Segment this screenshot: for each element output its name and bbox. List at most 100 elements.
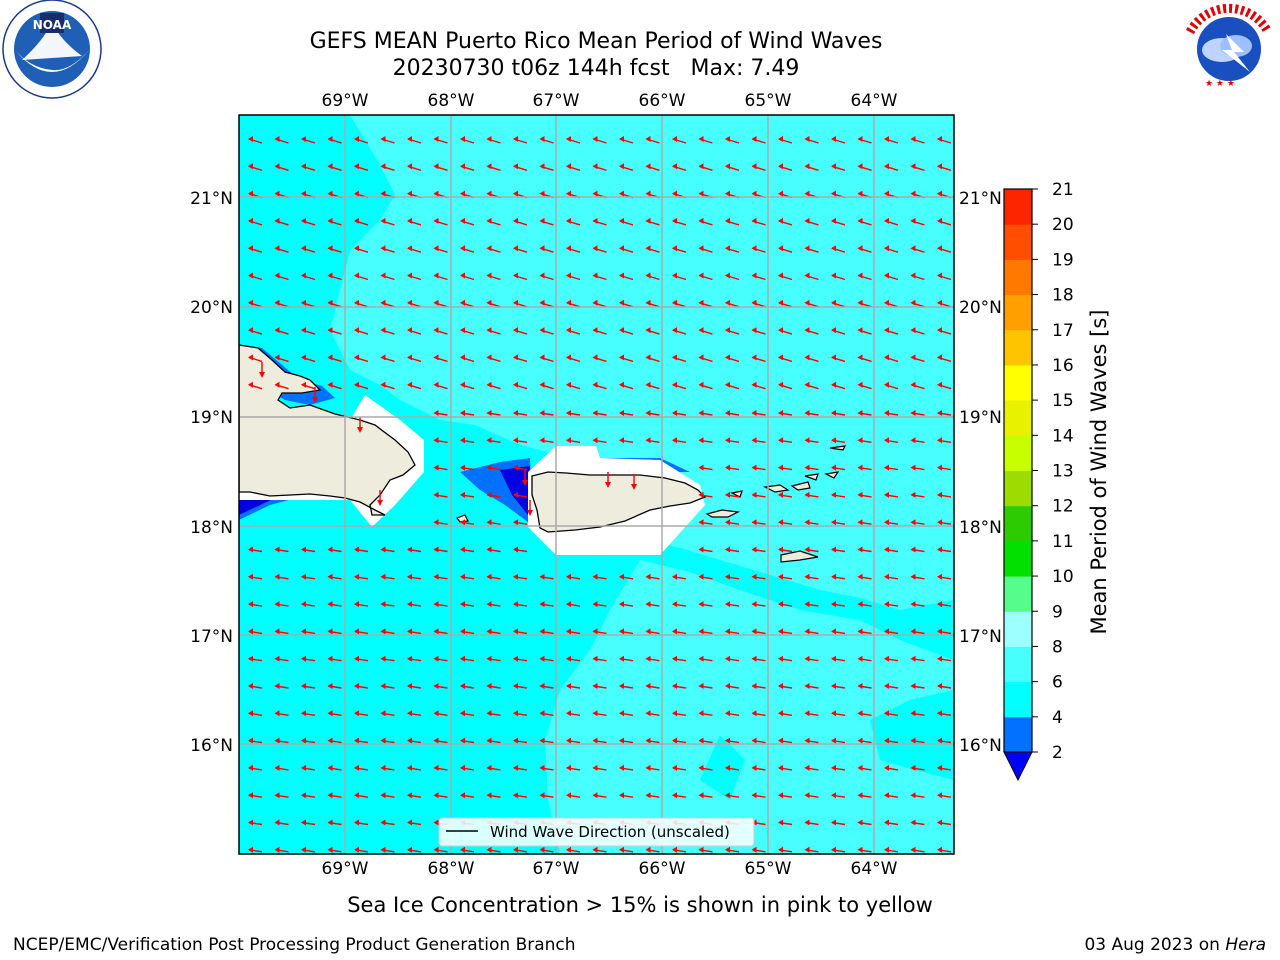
- wind-wave-arrow: [698, 683, 713, 689]
- wind-wave-arrow: [698, 710, 713, 717]
- wind-wave-arrow: [884, 737, 899, 744]
- wind-wave-arrow: [672, 628, 687, 635]
- wind-wave-arrow: [486, 573, 501, 580]
- map-legend: Wind Wave Direction (unscaled): [438, 817, 755, 847]
- wind-wave-arrow: [380, 792, 395, 799]
- wind-wave-arrow: [486, 245, 501, 253]
- wind-wave-arrow: [672, 437, 687, 444]
- wind-wave-arrow: [274, 163, 289, 171]
- wind-wave-arrow: [407, 601, 422, 608]
- wind-wave-arrow: [248, 819, 263, 826]
- wind-wave-arrow: [301, 299, 316, 308]
- wind-wave-arrow: [592, 601, 607, 608]
- lat-label-right-20n: 20°N: [959, 298, 1002, 318]
- wind-wave-arrow: [274, 327, 289, 335]
- wind-wave-arrow: [407, 136, 422, 144]
- wind-wave-arrow: [937, 136, 952, 144]
- wind-wave-arrow: [804, 163, 819, 171]
- wind-wave-arrow: [301, 683, 316, 689]
- wind-wave-arrow: [725, 846, 740, 853]
- wind-wave-arrow: [619, 299, 634, 308]
- wind-wave-arrow: [433, 491, 448, 498]
- wind-wave-arrow: [884, 601, 899, 608]
- wind-wave-arrow: [778, 410, 793, 416]
- wind-wave-arrow: [513, 655, 528, 662]
- wind-wave-arrow: [778, 327, 793, 335]
- wind-wave-arrow: [486, 437, 501, 444]
- wind-wave-arrow: [910, 245, 925, 253]
- wind-wave-arrow: [486, 628, 501, 635]
- colorbar-tick-label: 4: [1052, 708, 1063, 728]
- wind-wave-arrow: [407, 628, 422, 635]
- wind-wave-arrow: [327, 792, 342, 799]
- wind-wave-arrow: [725, 217, 740, 226]
- wind-wave-arrow: [910, 546, 925, 553]
- wind-wave-arrow: [592, 437, 607, 444]
- wind-wave-arrow: [274, 217, 289, 226]
- wind-wave-arrow: [857, 245, 872, 253]
- wind-wave-arrow: [910, 819, 925, 826]
- wind-wave-arrow: [884, 327, 899, 335]
- wind-wave-arrow: [937, 764, 952, 771]
- wind-wave-arrow: [725, 655, 740, 662]
- lon-label-top-69w: 69°W: [322, 91, 369, 111]
- wind-wave-arrow: [513, 601, 528, 608]
- wind-wave-arrow: [910, 683, 925, 689]
- wind-wave-arrow: [619, 437, 634, 444]
- wind-wave-arrow: [751, 628, 766, 635]
- wind-wave-arrow: [566, 601, 581, 608]
- wind-wave-arrow: [778, 846, 793, 853]
- wind-wave-arrow: [910, 764, 925, 771]
- wind-wave-arrow: [274, 819, 289, 826]
- wind-wave-arrow: [778, 737, 793, 744]
- wind-wave-arrow: [619, 792, 634, 799]
- wind-wave-arrow: [831, 519, 846, 526]
- wind-wave-arrow: [831, 410, 846, 416]
- wind-wave-arrow: [884, 410, 899, 416]
- wind-wave-arrow: [698, 628, 713, 635]
- wind-wave-arrow: [831, 737, 846, 744]
- colorbar-segment: [1004, 294, 1032, 331]
- wind-wave-arrow: [513, 327, 528, 335]
- wind-wave-arrow: [831, 354, 846, 363]
- noaa-logo: NOAA: [2, 0, 102, 99]
- wind-wave-arrow: [513, 272, 528, 281]
- wind-wave-arrow: [804, 573, 819, 580]
- wind-wave-arrow: [804, 519, 819, 526]
- wind-wave-arrow: [354, 327, 369, 335]
- wind-wave-arrow: [645, 163, 660, 171]
- wind-wave-arrow: [751, 136, 766, 144]
- wind-wave-arrow: [884, 354, 899, 363]
- wind-wave-arrow: [407, 217, 422, 226]
- wind-wave-arrow-south: [631, 474, 637, 490]
- wind-wave-arrow: [778, 381, 793, 390]
- wind-wave-arrow: [910, 519, 925, 526]
- wind-wave-arrow: [672, 272, 687, 281]
- lat-label-right-18n: 18°N: [959, 518, 1002, 538]
- wind-wave-arrow: [831, 299, 846, 308]
- wind-wave-arrow: [539, 272, 554, 281]
- wind-wave-arrow: [831, 327, 846, 335]
- wind-wave-arrow: [725, 272, 740, 281]
- wind-wave-arrow: [433, 710, 448, 717]
- wind-wave-arrow: [460, 245, 475, 253]
- wind-wave-arrow: [751, 737, 766, 744]
- wind-wave-arrow: [645, 245, 660, 253]
- wind-wave-arrow: [672, 683, 687, 689]
- wind-wave-arrow: [566, 655, 581, 662]
- wind-wave-arrow: [301, 655, 316, 662]
- lon-label-bottom-66w: 66°W: [639, 859, 686, 879]
- wind-wave-arrow: [407, 710, 422, 717]
- wind-wave-arrow: [354, 737, 369, 744]
- branch-credit: NCEP/EMC/Verification Post Processing Pr…: [13, 935, 576, 955]
- wind-wave-arrow: [804, 136, 819, 144]
- period-region-darkblue-mona: [500, 466, 532, 520]
- wind-wave-arrow-south: [527, 500, 533, 516]
- wind-wave-arrow: [804, 655, 819, 662]
- colorbar-tick-label: 11: [1052, 532, 1074, 552]
- wind-wave-arrow: [566, 272, 581, 281]
- lat-label-left-17n: 17°N: [190, 627, 233, 647]
- wind-wave-arrow: [433, 327, 448, 335]
- wind-wave-arrow: [857, 819, 872, 826]
- lat-label-left-16n: 16°N: [190, 736, 233, 756]
